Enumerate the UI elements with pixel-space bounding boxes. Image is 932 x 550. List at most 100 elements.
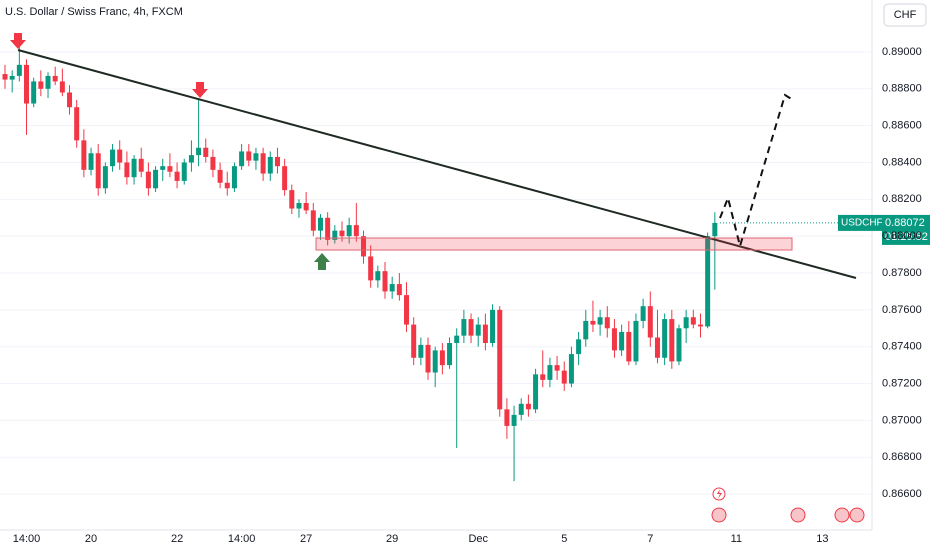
x-tick-label: 14:00 [13,533,41,545]
candle-body [389,284,395,292]
candle-body [282,166,288,191]
candle-body [74,107,80,141]
candle-body [2,74,8,80]
candle-body [102,166,108,189]
candle-body [110,149,116,167]
event-icon[interactable] [849,507,865,523]
candle-body [454,335,460,344]
candle-body [396,284,402,296]
candle-body [525,403,531,410]
y-tick-label: 0.87600 [882,304,922,316]
candle-body [16,64,22,76]
candle-body [160,166,166,170]
candle-body [217,169,223,183]
candles [2,46,718,482]
candle-body [604,317,610,329]
support-zone [315,237,793,251]
candle-body [447,343,453,366]
candle-body [712,222,718,237]
candle-body [640,306,646,321]
candle-body [576,339,582,355]
x-tick-label: 11 [731,533,742,545]
price-tag [882,214,930,245]
event-icon[interactable] [790,507,806,523]
event-icon-glyph [717,489,722,499]
candle-body [88,153,94,170]
grid [0,51,872,495]
event-icon[interactable] [834,507,850,523]
up-arrow [314,253,330,270]
candle-body [425,344,431,373]
candle-body [52,75,58,82]
candle-body [59,81,65,93]
candle-body [353,225,359,237]
candle-body [669,319,675,362]
event-icon[interactable] [711,507,727,523]
symbol-tag [838,214,882,231]
candle-body [45,75,51,89]
candle-body [411,324,417,358]
y-tick-label: 0.86800 [882,451,922,463]
candle-body [231,166,237,189]
chart-title: U.S. Dollar / Swiss Franc, 4h, FXCM [5,6,183,18]
down-arrow [10,33,26,49]
y-tick-label: 0.87400 [882,341,922,353]
candle-body [38,81,44,89]
candle-body [647,306,653,338]
candle-body [167,166,173,172]
candle-body [239,151,245,167]
candle-body [662,319,668,358]
candle-body [654,337,660,358]
candle-body [289,190,295,209]
x-tick-label: 5 [561,533,567,545]
candle-body [81,140,87,170]
candle-body [619,331,625,351]
candle-body [203,147,209,157]
candle-body [568,354,574,384]
x-tick-label: 13 [816,533,828,545]
candle-body [597,317,603,325]
candle-body [224,182,230,189]
candle-body [188,155,194,163]
candle-body [145,171,151,189]
symbol-label: USDCHF [841,218,883,229]
y-tick-label: 0.87800 [882,267,922,279]
x-tick-label: 22 [171,533,183,545]
candle-body [482,324,488,344]
candle-body [626,331,632,362]
candle-body [317,217,323,231]
candle-body [67,92,73,108]
trend-line [17,49,857,279]
candle-body [274,156,280,167]
candle-body [375,271,381,281]
y-tick-label: 0.88000 [882,230,922,242]
candle-body [246,151,252,161]
candle-body [705,236,711,327]
candle-body [490,309,496,344]
candle-body [346,225,352,237]
candle-body [497,309,503,410]
x-tick-label: 20 [85,533,97,545]
candle-body [124,162,130,178]
candle-body [260,153,266,174]
y-tick-label: 0.88200 [882,193,922,205]
currency-label[interactable]: CHF [894,9,917,21]
x-tick-label: 29 [386,533,398,545]
candle-body [418,344,424,358]
candle-body [518,403,524,415]
candle-body [404,295,410,325]
overlay: USDCHF 0.88072 01:25:52 [720,214,930,245]
candle-body [468,319,474,336]
candle-body [253,153,259,161]
candle-body [540,374,546,380]
event-icons [711,487,865,523]
candle-body [24,64,30,104]
candle-body [361,236,366,257]
candle-body [690,317,696,325]
candle-body [9,75,15,80]
currency-button[interactable] [883,3,927,27]
candle-body [554,365,560,371]
projection-path [719,93,794,250]
